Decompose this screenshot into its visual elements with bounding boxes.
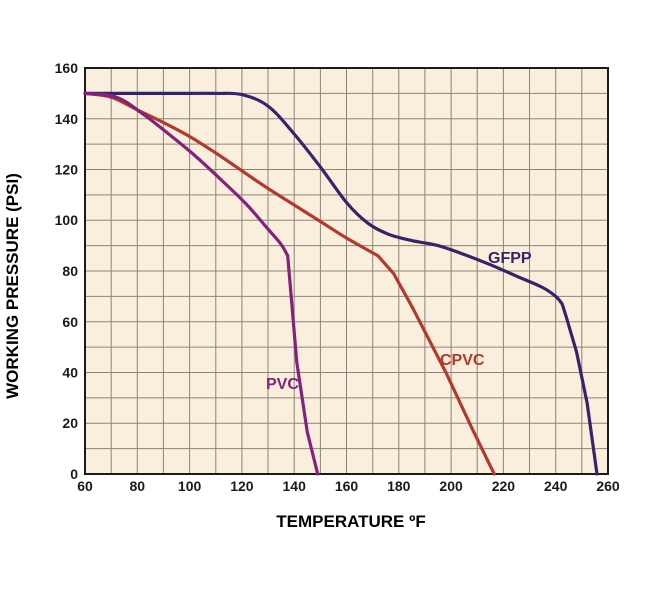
svg-text:80: 80 [130,478,146,494]
svg-text:TEMPERATURE ºF: TEMPERATURE ºF [276,512,425,531]
svg-text:140: 140 [55,111,79,127]
svg-text:200: 200 [439,478,463,494]
svg-text:240: 240 [544,478,568,494]
svg-text:CPVC: CPVC [440,352,485,369]
svg-text:220: 220 [492,478,516,494]
svg-text:100: 100 [55,212,79,228]
svg-text:40: 40 [62,365,78,381]
svg-text:PVC: PVC [266,376,299,393]
svg-text:120: 120 [55,162,79,178]
svg-text:100: 100 [178,478,202,494]
svg-text:60: 60 [62,314,78,330]
svg-text:140: 140 [283,478,307,494]
svg-text:180: 180 [387,478,411,494]
svg-text:0: 0 [70,466,78,482]
svg-text:80: 80 [62,263,78,279]
svg-text:120: 120 [230,478,254,494]
svg-text:60: 60 [77,478,93,494]
svg-text:160: 160 [335,478,359,494]
svg-text:260: 260 [596,478,620,494]
svg-text:WORKING PRESSURE (PSI): WORKING PRESSURE (PSI) [3,173,22,399]
svg-text:160: 160 [55,60,79,76]
svg-text:20: 20 [62,415,78,431]
svg-text:GFPP: GFPP [488,250,532,267]
